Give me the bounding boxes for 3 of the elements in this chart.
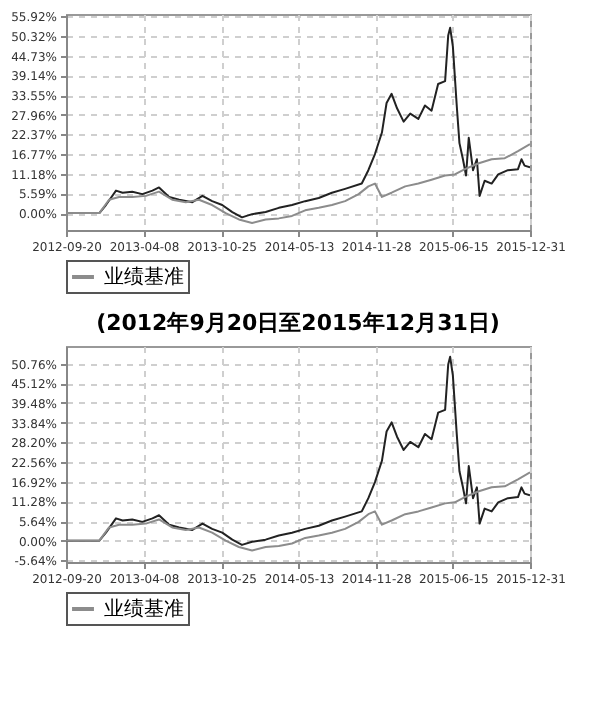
chart-subtitle: (2012年9月20日至2015年12月31日) — [96, 310, 500, 336]
legend-label: 业绩基准 — [104, 265, 184, 289]
legend-label: 业绩基准 — [104, 597, 184, 621]
